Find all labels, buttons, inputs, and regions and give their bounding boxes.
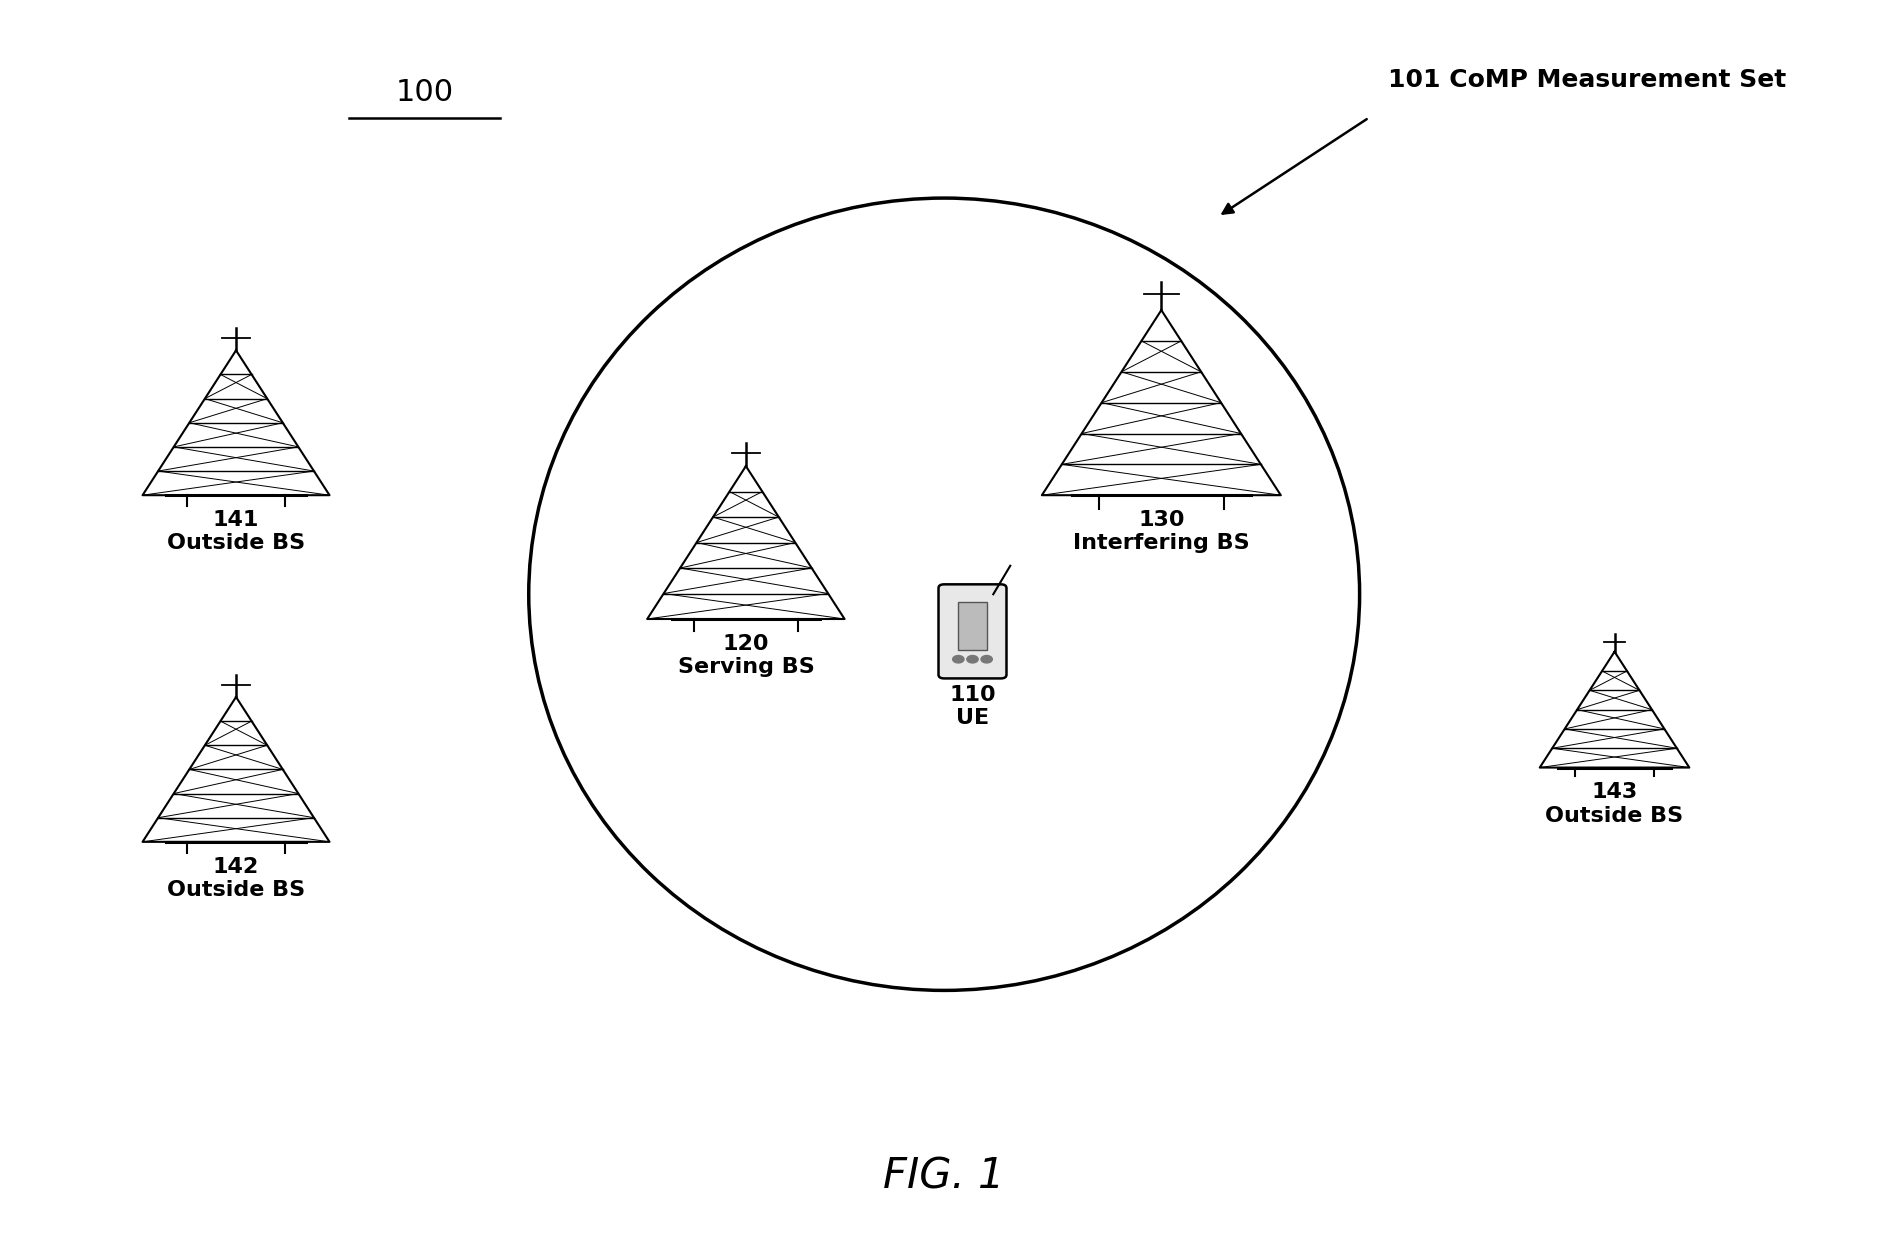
Circle shape [952, 656, 964, 664]
Text: 100: 100 [396, 78, 453, 108]
Text: 130
Interfering BS: 130 Interfering BS [1074, 510, 1250, 553]
Text: 141
Outside BS: 141 Outside BS [167, 510, 305, 553]
Text: FIG. 1: FIG. 1 [884, 1155, 1005, 1197]
Text: 101 CoMP Measurement Set: 101 CoMP Measurement Set [1389, 68, 1787, 93]
FancyBboxPatch shape [939, 584, 1007, 678]
Text: 120
Serving BS: 120 Serving BS [677, 634, 814, 677]
Bar [958, 603, 986, 650]
Circle shape [981, 656, 992, 664]
Text: 110
UE: 110 UE [948, 685, 996, 728]
Text: 143
Outside BS: 143 Outside BS [1546, 782, 1685, 826]
Text: 142
Outside BS: 142 Outside BS [167, 857, 305, 900]
Circle shape [967, 656, 979, 664]
